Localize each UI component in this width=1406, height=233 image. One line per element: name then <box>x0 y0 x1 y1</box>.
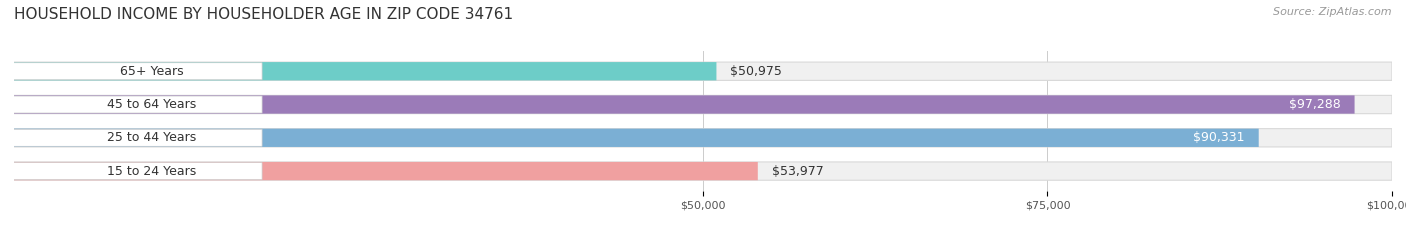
FancyBboxPatch shape <box>14 162 758 180</box>
Text: 45 to 64 Years: 45 to 64 Years <box>107 98 197 111</box>
FancyBboxPatch shape <box>7 96 262 113</box>
Text: $97,288: $97,288 <box>1289 98 1341 111</box>
FancyBboxPatch shape <box>7 129 262 146</box>
Text: $53,977: $53,977 <box>772 164 824 178</box>
Text: 15 to 24 Years: 15 to 24 Years <box>107 164 197 178</box>
FancyBboxPatch shape <box>14 129 1258 147</box>
Text: 65+ Years: 65+ Years <box>120 65 184 78</box>
FancyBboxPatch shape <box>7 63 262 80</box>
FancyBboxPatch shape <box>14 129 1392 147</box>
FancyBboxPatch shape <box>7 163 262 180</box>
Text: Source: ZipAtlas.com: Source: ZipAtlas.com <box>1274 7 1392 17</box>
Text: $90,331: $90,331 <box>1194 131 1244 144</box>
Text: $50,975: $50,975 <box>730 65 782 78</box>
FancyBboxPatch shape <box>14 95 1392 114</box>
Text: 25 to 44 Years: 25 to 44 Years <box>107 131 197 144</box>
FancyBboxPatch shape <box>14 95 1354 114</box>
FancyBboxPatch shape <box>14 62 717 80</box>
FancyBboxPatch shape <box>14 162 1392 180</box>
FancyBboxPatch shape <box>14 62 1392 80</box>
Text: HOUSEHOLD INCOME BY HOUSEHOLDER AGE IN ZIP CODE 34761: HOUSEHOLD INCOME BY HOUSEHOLDER AGE IN Z… <box>14 7 513 22</box>
